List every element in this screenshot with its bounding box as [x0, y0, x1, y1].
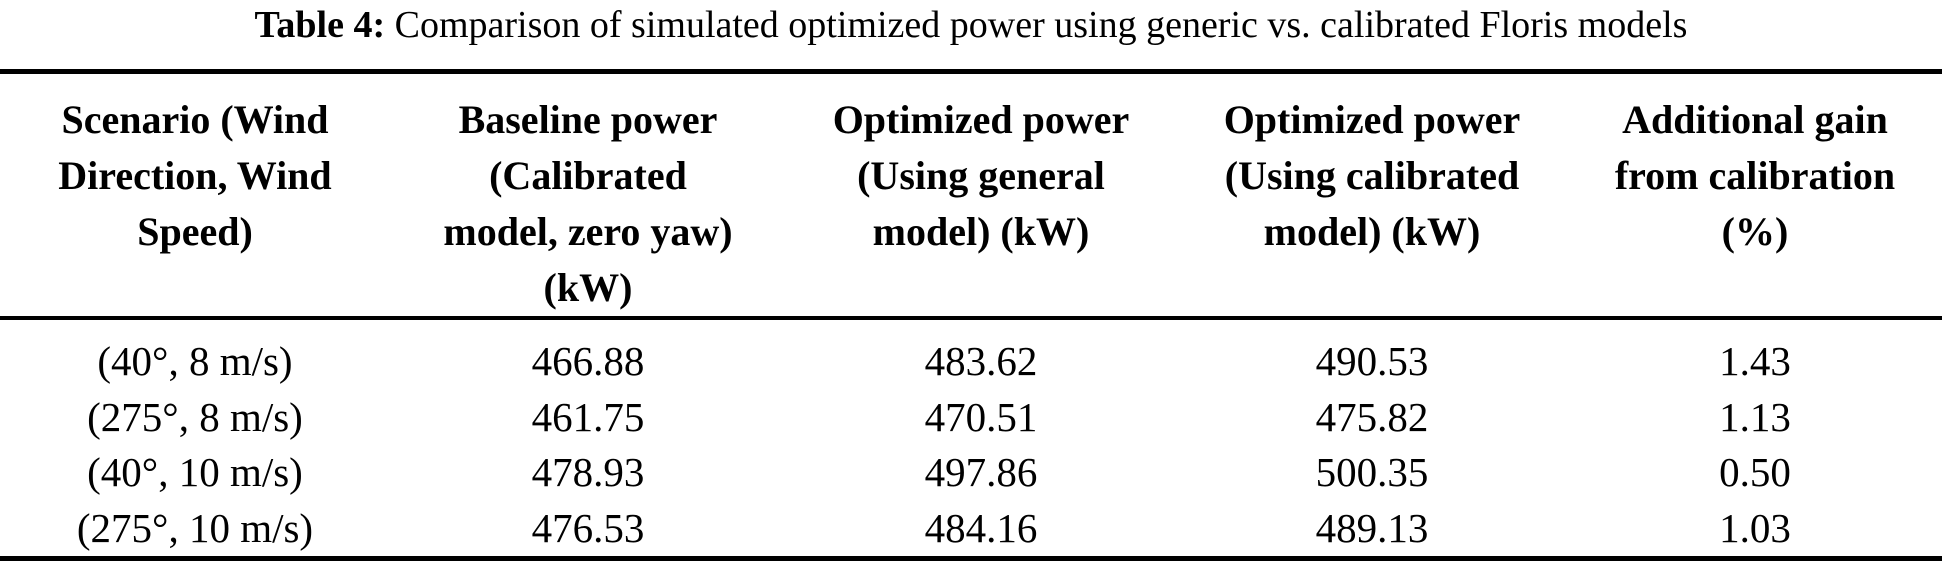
- header-line: Speed): [137, 209, 253, 254]
- table-cell-gain: 1.43: [1719, 338, 1791, 384]
- header-optimized-calibrated: Optimized power (Using calibrated model)…: [1176, 92, 1568, 316]
- table-cell-optimized-calibrated: 500.35: [1315, 449, 1429, 495]
- table-cell-optimized-general: 484.16: [924, 504, 1038, 551]
- header-line: (kW): [543, 265, 633, 310]
- table-row: (40°, 8 m/s) 466.88 483.62 490.53 1.43: [0, 334, 1942, 390]
- header-line: (Calibrated: [489, 153, 687, 198]
- header-line: Scenario (Wind: [61, 97, 329, 142]
- table-cell-scenario: (275°, 10 m/s): [76, 504, 314, 551]
- header-line: (Using general: [857, 153, 1105, 198]
- table-caption-label: Table 4:: [254, 4, 386, 46]
- table-row: (275°, 8 m/s) 461.75 470.51 475.82 1.13: [0, 390, 1942, 446]
- table-cell-baseline: 476.53: [531, 504, 645, 551]
- header-line: Direction, Wind: [58, 153, 332, 198]
- table-cell-baseline: 466.88: [531, 338, 645, 384]
- header-line: Optimized power: [1223, 97, 1521, 142]
- header-line: model) (kW): [1263, 209, 1481, 254]
- header-line: Additional gain: [1622, 97, 1888, 142]
- table-cell-optimized-general: 483.62: [924, 338, 1038, 384]
- table-cell-optimized-calibrated: 475.82: [1315, 393, 1429, 440]
- table-cell-optimized-calibrated: 490.53: [1315, 338, 1429, 384]
- table-cell-scenario: (40°, 10 m/s): [87, 449, 303, 495]
- table-body: (40°, 8 m/s) 466.88 483.62 490.53 1.43 (…: [0, 320, 1942, 556]
- header-line: Baseline power: [458, 97, 718, 142]
- header-line: model) (kW): [872, 209, 1090, 254]
- table-header-row: Scenario (Wind Direction, Wind Speed) Ba…: [0, 74, 1942, 316]
- header-line: model, zero yaw): [443, 209, 733, 254]
- mid-rule: [0, 316, 1942, 320]
- table-row: (40°, 10 m/s) 478.93 497.86 500.35 0.50: [0, 445, 1942, 501]
- table-cell-gain: 0.50: [1719, 449, 1791, 495]
- header-line: (%): [1721, 209, 1789, 254]
- table-cell-gain: 1.03: [1719, 504, 1791, 551]
- header-line: from calibration: [1614, 153, 1896, 198]
- top-rule: [0, 69, 1942, 74]
- table-row: (275°, 10 m/s) 476.53 484.16 489.13 1.03: [0, 501, 1942, 557]
- table-caption: Table 4: Comparison of simulated optimiz…: [0, 2, 1942, 48]
- table-caption-text: Comparison of simulated optimized power …: [394, 4, 1688, 46]
- table-cell-baseline: 478.93: [531, 449, 645, 495]
- bottom-rule: [0, 556, 1942, 561]
- header-baseline-power: Baseline power (Calibrated model, zero y…: [390, 92, 786, 316]
- table-cell-optimized-general: 497.86: [924, 449, 1038, 495]
- table-cell-scenario: (40°, 8 m/s): [97, 338, 293, 384]
- header-optimized-general: Optimized power (Using general model) (k…: [786, 92, 1176, 316]
- table-cell-baseline: 461.75: [531, 393, 645, 440]
- header-additional-gain: Additional gain from calibration (%): [1568, 92, 1942, 316]
- table-cell-gain: 1.13: [1719, 393, 1791, 440]
- table-cell-optimized-general: 470.51: [924, 393, 1038, 440]
- table-cell-scenario: (275°, 8 m/s): [87, 393, 303, 440]
- header-line: Optimized power: [832, 97, 1130, 142]
- header-scenario: Scenario (Wind Direction, Wind Speed): [0, 92, 390, 316]
- header-line: (Using calibrated: [1224, 153, 1520, 198]
- table-cell-optimized-calibrated: 489.13: [1315, 504, 1429, 551]
